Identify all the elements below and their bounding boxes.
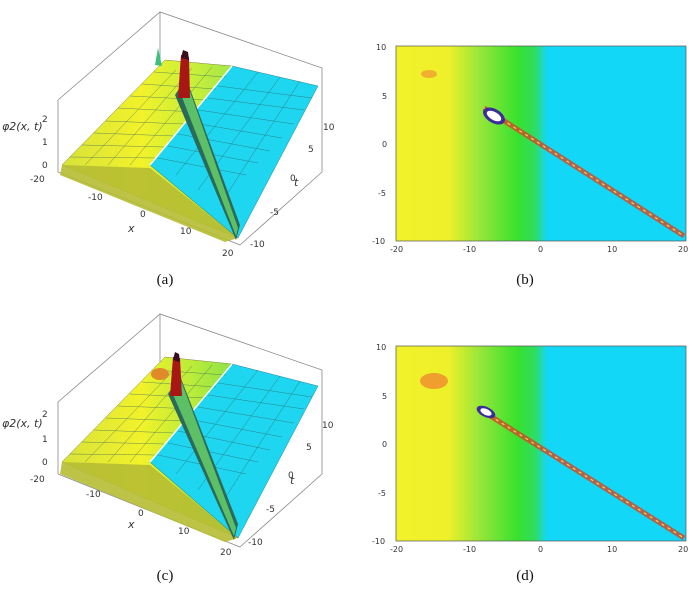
x-tick-0: 0 [140,210,146,220]
t-tick-10: 10 [322,421,334,431]
x-tick-20: 20 [678,545,688,554]
x-ticks: -20 -10 0 10 20 [30,175,234,259]
surface-plot-c: 2 1 0 φ2(x, t) -20 -10 0 10 20 x -10 -5 … [2,313,334,558]
soliton-ridge-highlight [172,378,236,536]
z-ticks: 2 1 0 [42,115,48,171]
t-tick-m5: -5 [270,208,279,218]
side-bump [155,48,162,66]
z-ticks: 2 1 0 [42,410,48,468]
x-tick-10: 10 [180,227,192,237]
t-tick-0: 0 [288,471,294,481]
x-axis-label: x [127,222,135,235]
density-plot-d: 10 5 0 -5 -10 -20 -10 0 10 20 [372,343,688,554]
surface-grid [69,364,313,507]
x-tick-10: 10 [607,245,617,254]
y-ticks: 10 5 0 -5 -10 [372,343,387,546]
t-tick-m5: -5 [266,505,275,515]
peak-top [173,352,180,362]
peak [178,55,190,98]
x-tick-20: 20 [222,249,234,259]
y-ticks: 10 5 0 -5 -10 [372,43,387,246]
x-tick-10: 10 [178,527,190,537]
caption-a: (a) [156,272,174,288]
x-tick-m20: -20 [30,175,45,185]
z-tick-2: 2 [42,115,48,125]
t-ticks: -10 -5 0 5 10 [250,123,335,250]
z-axis-label: φ2(x, t) [2,120,43,133]
z-tick-1: 1 [42,138,48,148]
caption-b: (b) [516,272,534,288]
y-tick-m10: -10 [372,537,385,546]
panel-b-density: 10 5 0 -5 -10 -20 -10 0 10 20 [366,36,696,270]
x-tick-m20: -20 [390,545,403,554]
x-tick-0: 0 [138,509,144,519]
x-tick-20: 20 [678,245,688,254]
z-tick-0: 0 [42,161,48,171]
panel-a-surface: 2 1 0 φ2(x, t) -20 -10 0 10 20 x -10 -5 … [0,0,340,269]
soliton-trace-core [483,107,685,237]
t-tick-5: 5 [306,443,312,453]
soliton-ridge-highlight [180,80,238,236]
y-tick-10: 10 [376,343,386,352]
panel-c-surface: 2 1 0 φ2(x, t) -20 -10 0 10 20 x -10 -5 … [0,302,340,571]
y-tick-m5: -5 [378,489,386,498]
caption-d: (d) [516,568,534,584]
x-tick-m10: -10 [88,193,103,203]
y-tick-0: 0 [382,140,387,149]
t-axis-label: t [294,176,299,189]
caption-c: (c) [156,568,174,584]
t-tick-m10: -10 [250,240,265,250]
x-tick-m10: -10 [86,490,101,500]
t-tick-5: 5 [308,145,314,155]
y-tick-10: 10 [376,43,386,52]
yellow-sheet-edge [60,462,238,542]
t-ticks: -10 -5 0 5 10 [248,421,334,548]
x-tick-m20: -20 [30,475,45,485]
peak-center [480,408,492,416]
x-axis-label: x [127,518,135,531]
panel-d-density: 10 5 0 -5 -10 -20 -10 0 10 20 [366,336,696,565]
peak-center [486,110,502,122]
soliton-trace-core [483,411,685,539]
t-tick-0: 0 [290,174,296,184]
y-tick-5: 5 [382,92,387,101]
y-tick-m5: -5 [378,189,386,198]
x-ticks: -20 -10 0 10 20 [30,475,232,558]
peak [170,357,182,396]
peak-top [181,50,189,60]
side-bump [151,368,169,380]
z-tick-1: 1 [42,435,48,445]
t-axis-label: t [290,474,295,487]
side-bump-spot [421,70,437,78]
x-ticks: -20 -10 0 10 20 [390,245,688,254]
z-tick-2: 2 [42,410,48,420]
x-tick-m10: -10 [463,545,476,554]
x-tick-0: 0 [538,245,543,254]
x-tick-0: 0 [538,545,543,554]
z-axis-label: φ2(x, t) [2,417,43,430]
y-tick-m10: -10 [372,237,385,246]
x-tick-10: 10 [607,545,617,554]
x-ticks: -20 -10 0 10 20 [390,545,688,554]
t-tick-m10: -10 [248,538,263,548]
y-tick-5: 5 [382,392,387,401]
t-tick-10: 10 [323,123,335,133]
x-tick-m10: -10 [463,245,476,254]
x-tick-m20: -20 [390,245,403,254]
side-bump-spot [420,373,448,389]
surface-plot-a: 2 1 0 φ2(x, t) -20 -10 0 10 20 x -10 -5 … [2,11,335,259]
y-tick-0: 0 [382,440,387,449]
x-tick-20: 20 [220,548,232,558]
z-tick-0: 0 [42,458,48,468]
density-plot-b: 10 5 0 -5 -10 -20 -10 0 10 20 [372,43,688,254]
yellow-sheet-edge [60,165,238,242]
